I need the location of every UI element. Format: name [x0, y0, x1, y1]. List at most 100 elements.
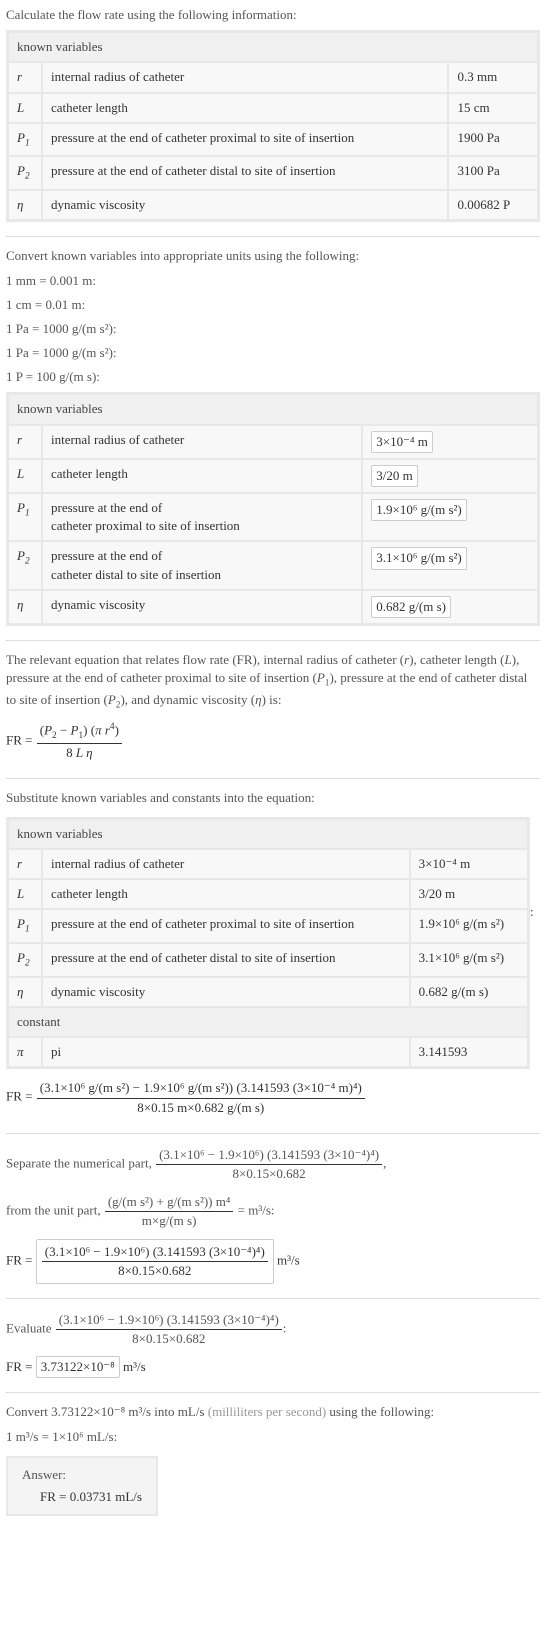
eq-lhs: FR =	[6, 1359, 36, 1374]
val-cell: 0.00682 P	[448, 190, 538, 220]
eval-intro: Evaluate (3.1×10⁶ − 1.9×10⁶) (3.141593 (…	[6, 1309, 540, 1350]
sym-cell: π	[8, 1037, 42, 1067]
divider	[6, 1133, 540, 1134]
main-equation: FR = (P2 − P1) (π r4) 8 L η	[6, 719, 540, 764]
table-known-2: known variables rinternal radius of cath…	[6, 392, 540, 626]
sym-cell: η	[8, 977, 42, 1007]
desc-cell: internal radius of catheter	[42, 425, 362, 459]
text: ), and dynamic viscosity (	[120, 692, 255, 707]
val-cell: 3/20 m	[410, 879, 528, 909]
val-cell: 3×10⁻⁴ m	[410, 849, 528, 879]
sym-cell: r	[8, 62, 42, 92]
conv-intro: Convert known variables into appropriate…	[6, 247, 540, 265]
val-cell: 1.9×10⁶ g/(m s²)	[362, 493, 538, 541]
text: The relevant equation that relates flow …	[6, 652, 404, 667]
text: Convert 3.73122×10⁻⁸ m³/s into mL/s	[6, 1404, 208, 1419]
sym-cell: r	[8, 425, 42, 459]
sub-intro: Substitute known variables and constants…	[6, 789, 540, 807]
tbl2-hdr: known variables	[8, 394, 538, 424]
sep-equation: FR = (3.1×10⁶ − 1.9×10⁶) (3.141593 (3×10…	[6, 1239, 540, 1284]
val-cell: 3×10⁻⁴ m	[362, 425, 538, 459]
intro-text: Calculate the flow rate using the follow…	[6, 6, 540, 24]
text: = m³/s:	[234, 1203, 274, 1218]
desc-cell: catheter length	[42, 459, 362, 493]
val-cell: 15 cm	[448, 93, 538, 123]
sym-cell: P1	[8, 909, 42, 943]
text: ,	[383, 1155, 386, 1170]
desc-cell: pressure at the end ofcatheter proximal …	[42, 493, 362, 541]
sym-cell: P2	[8, 943, 42, 977]
val-cell: 0.682 g/(m s)	[362, 590, 538, 624]
text: ) is:	[262, 692, 282, 707]
sym-cell: L	[8, 93, 42, 123]
text: :	[283, 1321, 287, 1336]
desc-cell: internal radius of catheter	[42, 849, 410, 879]
conv-line: 1 Pa = 1000 g/(m s²):	[6, 320, 540, 338]
text: Separate the numerical part,	[6, 1155, 155, 1170]
eq-unit: m³/s	[120, 1359, 146, 1374]
frac-den: m×g/(m s)	[105, 1212, 234, 1230]
sym-cell: P2	[8, 156, 42, 190]
desc-cell: pressure at the end of catheter distal t…	[42, 156, 448, 190]
sym-cell: η	[8, 190, 42, 220]
eval-equation: FR = 3.73122×10⁻⁸ m³/s	[6, 1356, 540, 1378]
sym-cell: L	[8, 879, 42, 909]
sub-equation: FR = (3.1×10⁶ g/(m s²) − 1.9×10⁶ g/(m s²…	[6, 1077, 540, 1118]
desc-cell: internal radius of catheter	[42, 62, 448, 92]
answer-label: Answer:	[22, 1466, 142, 1484]
val-cell: 1.9×10⁶ g/(m s²)	[410, 909, 528, 943]
sep-line2: from the unit part, (g/(m s²) + g/(m s²)…	[6, 1191, 540, 1232]
desc-cell: pressure at the end of catheter distal t…	[42, 943, 410, 977]
val-cell: 3.1×10⁶ g/(m s²)	[362, 541, 538, 589]
sym-cell: P1	[8, 493, 42, 541]
frac-den: 8×0.15×0.682	[156, 1165, 382, 1183]
eq-unit: m³/s	[274, 1252, 300, 1267]
frac-num: (3.1×10⁶ − 1.9×10⁶) (3.141593 (3×10⁻⁴)⁴)	[156, 1146, 382, 1165]
divider	[6, 236, 540, 237]
sym-cell: P2	[8, 541, 42, 589]
eq-lhs: FR =	[6, 732, 36, 747]
desc-cell: dynamic viscosity	[42, 977, 410, 1007]
final-intro: Convert 3.73122×10⁻⁸ m³/s into mL/s (mil…	[6, 1403, 540, 1421]
divider	[6, 1298, 540, 1299]
eq-lhs: FR =	[6, 1252, 36, 1267]
val-cell: 1900 Pa	[448, 123, 538, 157]
val-cell: 3.1×10⁶ g/(m s²)	[410, 943, 528, 977]
eq-num: (3.1×10⁶ − 1.9×10⁶) (3.141593 (3×10⁻⁴)⁴)	[42, 1243, 268, 1262]
divider	[6, 778, 540, 779]
desc-cell: pi	[42, 1037, 410, 1067]
eq-val: 3.73122×10⁻⁸	[36, 1356, 120, 1378]
answer-value: FR = 0.03731 mL/s	[22, 1488, 142, 1506]
text: using the following:	[326, 1404, 434, 1419]
desc-cell: catheter length	[42, 93, 448, 123]
frac-den: 8×0.15×0.682	[56, 1330, 282, 1348]
answer-box: Answer: FR = 0.03731 mL/s	[6, 1456, 158, 1516]
rel-intro: The relevant equation that relates flow …	[6, 651, 540, 713]
desc-cell: pressure at the end of catheter proximal…	[42, 123, 448, 157]
desc-cell: dynamic viscosity	[42, 590, 362, 624]
colon: :	[530, 813, 534, 921]
eq-lhs: FR =	[6, 1089, 36, 1104]
val-cell: 0.3 mm	[448, 62, 538, 92]
eq-den: 8×0.15×0.682	[42, 1262, 268, 1280]
frac-num: (g/(m s²) + g/(m s²)) m⁴	[105, 1193, 234, 1212]
sym-cell: η	[8, 590, 42, 624]
desc-cell: catheter length	[42, 879, 410, 909]
conv-line: 1 Pa = 1000 g/(m s²):	[6, 344, 540, 362]
sym-cell: r	[8, 849, 42, 879]
sym-cell: L	[8, 459, 42, 493]
text: ), catheter length (	[409, 652, 504, 667]
conv-line: 1 P = 100 g/(m s):	[6, 368, 540, 386]
table-known-1: known variables rinternal radius of cath…	[6, 30, 540, 222]
divider	[6, 1392, 540, 1393]
conv-line: 1 cm = 0.01 m:	[6, 296, 540, 314]
desc-cell: pressure at the end ofcatheter distal to…	[42, 541, 362, 589]
tbl1-hdr: known variables	[8, 32, 538, 62]
sep-intro: Separate the numerical part, (3.1×10⁶ − …	[6, 1144, 540, 1185]
tbl3-hdr1: known variables	[8, 819, 528, 849]
divider	[6, 640, 540, 641]
val-cell: 3100 Pa	[448, 156, 538, 190]
desc-cell: pressure at the end of catheter proximal…	[42, 909, 410, 943]
val-cell: 3.141593	[410, 1037, 528, 1067]
val-cell: 0.682 g/(m s)	[410, 977, 528, 1007]
